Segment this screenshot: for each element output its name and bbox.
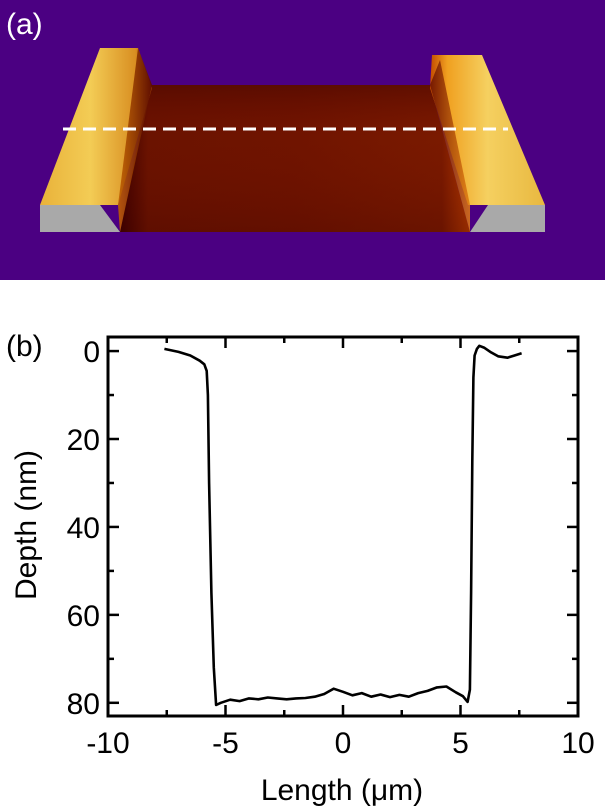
x-tick-label: 10 [561,727,594,760]
chart-axes [106,335,580,718]
y-tick-label: 0 [83,336,100,369]
right-pad-side [470,205,545,232]
y-tick-label: 40 [67,512,100,545]
left-pad-side [40,205,120,232]
y-tick-label: 60 [67,600,100,633]
y-tick-label: 20 [67,424,100,457]
right-pad-wall [430,60,470,232]
afm-3d-image: (a) [0,0,605,280]
chart-series [164,344,522,707]
x-tick-label: -10 [86,727,129,760]
x-tick-label: 0 [335,727,352,760]
depth-profile-line [164,344,522,707]
y-axis-title: Depth (nm) [10,450,43,600]
panel-b-label: (b) [6,330,43,363]
x-axis-title: Length (μm) [261,774,423,807]
trench-shading [120,85,470,232]
depth-profile-chart: (b) -10 -5 0 5 10 0 20 40 60 80 Length (μm) Depth… [6,330,595,807]
chart-ticks: -10 -5 0 5 10 0 20 40 60 80 [67,336,595,760]
x-tick-label: -5 [212,727,239,760]
y-tick-label: 80 [67,688,100,721]
panel-a-label: (a) [6,8,43,41]
x-tick-label: 5 [452,727,469,760]
plot-frame [106,335,580,718]
left-pad-wall [118,48,152,232]
